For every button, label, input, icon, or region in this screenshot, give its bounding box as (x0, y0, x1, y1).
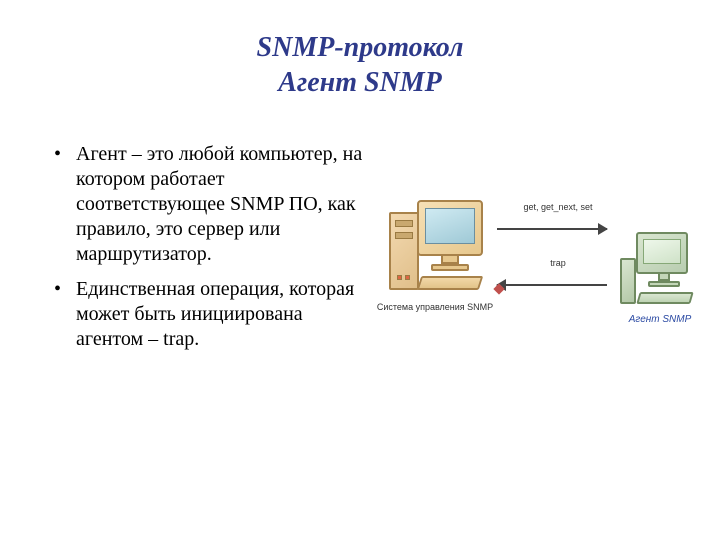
title-line-1: SNMP-протокол (0, 30, 720, 65)
tower-icon (620, 258, 636, 304)
arrow-to-agent-icon (497, 220, 607, 238)
bullet-item: Агент – это любой компьютер, на котором … (48, 142, 366, 267)
tower-icon (389, 212, 419, 290)
manager-computer: Система управления SNMP (375, 198, 495, 312)
agent-computer-icon (620, 230, 700, 310)
monitor-icon (636, 232, 688, 274)
keyboard-icon (417, 276, 484, 290)
agent-label: Агент SNMP (615, 314, 705, 325)
arrow-top-label: get, get_next, set (503, 202, 613, 212)
monitor-icon (417, 200, 483, 256)
arrow-to-manager-icon (497, 276, 607, 294)
body-text: Агент – это любой компьютер, на котором … (48, 142, 366, 362)
manager-label: Система управления SNMP (375, 302, 495, 312)
snmp-diagram: Система управления SNMP get, get_next, s… (375, 180, 705, 400)
manager-computer-icon (385, 198, 485, 298)
bullet-item: Единственная операция, которая может быт… (48, 277, 366, 352)
slide-title: SNMP-протокол Агент SNMP (0, 0, 720, 100)
agent-computer: Агент SNMP (615, 230, 705, 325)
title-line-2: Агент SNMP (0, 65, 720, 100)
keyboard-icon (636, 292, 693, 304)
arrow-bottom-label: trap (503, 258, 613, 268)
